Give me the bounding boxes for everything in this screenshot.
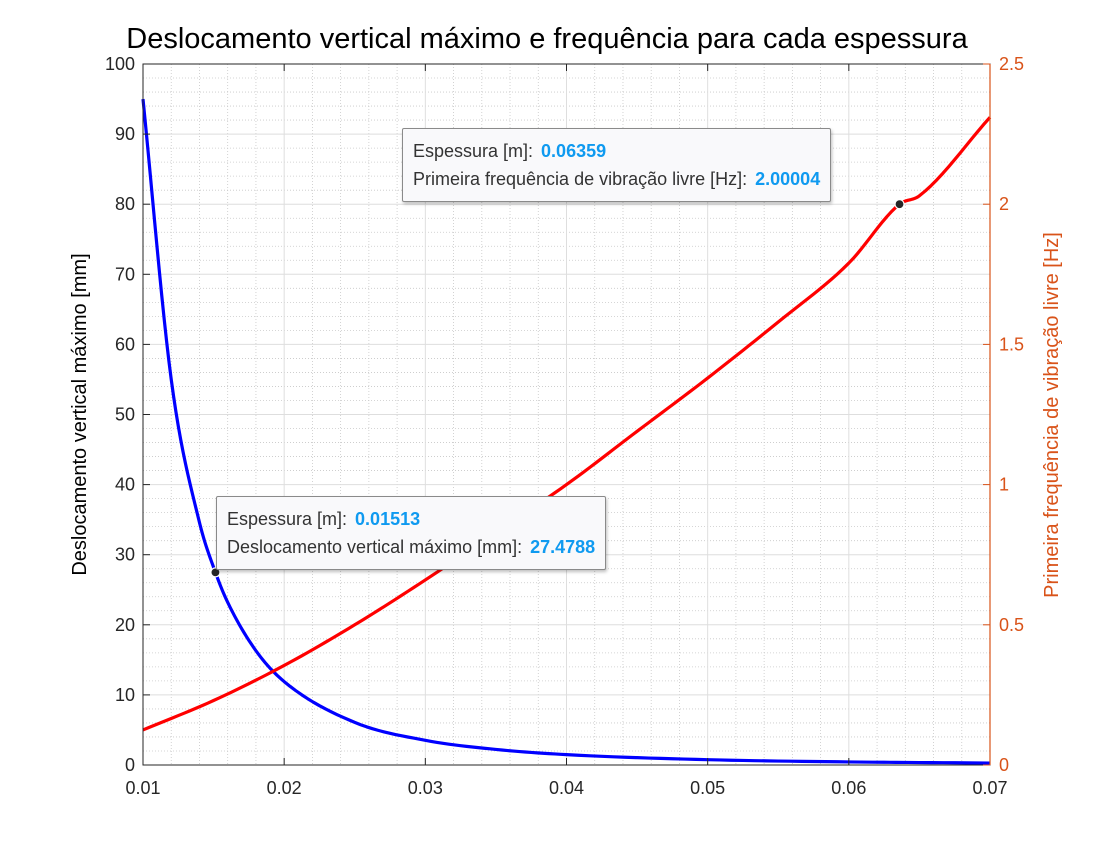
datatip-value: 27.4788 [530, 537, 596, 557]
datatip-label: Primeira frequência de vibração livre [H… [413, 169, 748, 189]
x-tick-label: 0.05 [690, 778, 725, 798]
y-left-tick-label: 30 [115, 545, 135, 565]
x-tick-label: 0.06 [831, 778, 866, 798]
y-left-tick-label: 60 [115, 334, 135, 354]
datatip-row: Primeira frequência de vibração livre [H… [413, 165, 820, 193]
x-tick-label: 0.07 [972, 778, 1007, 798]
datatip-value: 0.01513 [355, 509, 421, 529]
y-axis-right-label: Primeira frequência de vibração livre [H… [1041, 232, 1063, 598]
y-left-tick-label: 0 [125, 755, 135, 775]
datatip-marker [894, 199, 905, 210]
datatip-label: Deslocamento vertical máximo [mm]: [227, 537, 523, 557]
x-axis: 0.01 0.02 0.03 0.04 0.05 0.06 0.07 [125, 64, 1008, 798]
datatip-value: 0.06359 [541, 141, 607, 161]
y-right-tick-label: 0.5 [999, 615, 1024, 635]
x-tick-label: 0.02 [267, 778, 302, 798]
datatip-row: Espessura [m]: 0.01513 [227, 505, 595, 533]
chart-title: Deslocamento vertical máximo e frequênci… [126, 23, 968, 55]
datatip-frequency[interactable]: Espessura [m]: 0.06359 Primeira frequênci… [402, 128, 832, 202]
y-axis-left: 0 10 20 30 40 50 60 70 80 90 100 [105, 54, 150, 775]
x-tick-label: 0.04 [549, 778, 584, 798]
y-left-tick-label: 50 [115, 405, 135, 425]
datatip-row: Espessura [m]: 0.06359 [413, 137, 820, 165]
y-left-tick-label: 70 [115, 264, 135, 284]
series-layer [141, 98, 992, 765]
y-right-tick-label: 1 [999, 475, 1009, 495]
y-left-tick-label: 90 [115, 124, 135, 144]
datatip-points [210, 199, 905, 578]
y-left-tick-label: 40 [115, 475, 135, 495]
displacement-series-line [141, 98, 991, 765]
y-right-tick-label: 2.5 [999, 54, 1024, 74]
y-left-tick-label: 100 [105, 54, 135, 74]
y-right-tick-label: 2 [999, 194, 1009, 214]
frequency-series-line [142, 116, 992, 732]
y-left-tick-label: 80 [115, 194, 135, 214]
x-tick-label: 0.03 [408, 778, 443, 798]
datatip-row: Deslocamento vertical máximo [mm]: 27.478… [227, 533, 595, 561]
y-left-tick-label: 20 [115, 615, 135, 635]
y-right-tick-label: 1.5 [999, 334, 1024, 354]
y-axis-right: 0 0.5 1 1.5 2 2.5 [983, 54, 1024, 775]
datatip-label: Espessura [m]: [413, 141, 534, 161]
datatip-label: Espessura [m]: [227, 509, 348, 529]
y-right-tick-label: 0 [999, 755, 1009, 775]
y-axis-left-label: Deslocamento vertical máximo [mm] [69, 253, 91, 575]
datatip-displacement[interactable]: Espessura [m]: 0.01513 Deslocamento verti… [216, 496, 607, 570]
x-tick-label: 0.01 [125, 778, 160, 798]
y-left-tick-label: 10 [115, 685, 135, 705]
datatip-value: 2.00004 [755, 169, 821, 189]
datatip-marker [210, 567, 221, 578]
